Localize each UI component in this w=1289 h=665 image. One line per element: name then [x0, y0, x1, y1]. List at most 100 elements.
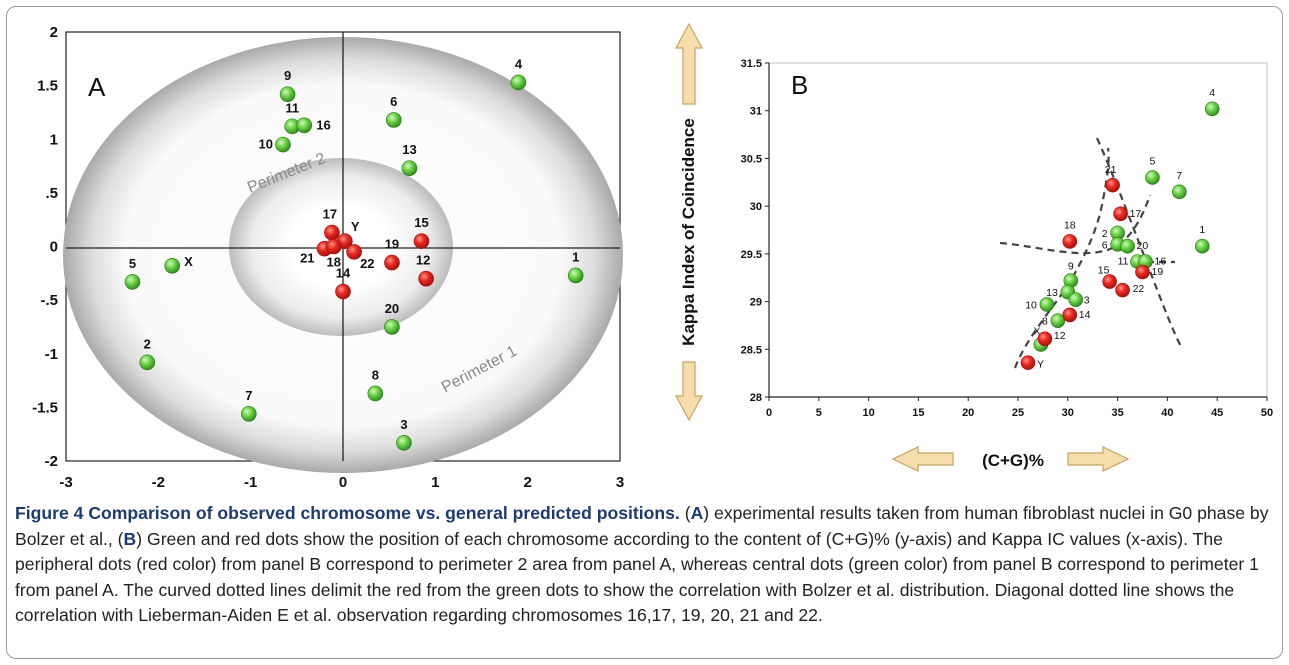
panel-a-point-red [418, 270, 434, 287]
panel-a-point-red [335, 283, 351, 300]
panel-b-point-label: 20 [1137, 240, 1149, 252]
panel-b-x-tick-label: 20 [962, 407, 974, 419]
panel-a-point-label: 22 [360, 256, 374, 271]
panel-a: A Perimeter 2 Perimeter 1 -3 -2 -1 0 1 2 3 21.… [32, 24, 624, 491]
panel-b-point-label: 8 [1042, 316, 1048, 328]
panel-a-point-label: 1 [572, 249, 579, 264]
panel-a-point-label: 10 [259, 137, 273, 152]
arrow-down-icon [674, 361, 704, 422]
panel-b-y-tick-label: 30 [750, 201, 762, 213]
panel-a-letter: A [88, 72, 106, 102]
panel-b-point-label: 14 [1079, 309, 1091, 321]
panel-b-x-tick-label: 50 [1261, 407, 1273, 419]
panel-a-y-tick-label: -2 [45, 453, 58, 470]
panel-b-y-tick-label: 31 [750, 106, 762, 118]
panel-a-point-label: X [184, 254, 193, 269]
panel-a-point-label: 5 [129, 256, 136, 271]
panel-b-point-label: 12 [1054, 330, 1066, 342]
arrow-left-icon [891, 446, 954, 472]
panel-a-point-green [401, 160, 418, 177]
panel-b-y-tick-label: 29 [750, 297, 762, 309]
panel-a-x-tick-label: 2 [523, 474, 531, 491]
panel-a-point-red [324, 224, 340, 241]
panel-a-point-label: 12 [416, 253, 430, 268]
panel-b-point-red [1037, 331, 1053, 347]
panel-b-point-red [1113, 206, 1128, 222]
panel-b-point-label: 18 [1064, 219, 1076, 231]
panel-a-point-label: 3 [400, 417, 407, 432]
panel-a-y-tick-label: 1.5 [37, 78, 58, 95]
panel-a-y-tick-label: -.5 [40, 292, 58, 309]
panel-a-point-red [325, 238, 342, 255]
panel-b-x-tick-label: 40 [1161, 407, 1173, 419]
panel-a-point-label: 20 [385, 301, 399, 316]
panel-b-point-label: 19 [1152, 266, 1164, 278]
panel-b-point-red [1105, 177, 1120, 193]
panel-a-y-tick-label: -1.5 [32, 399, 58, 416]
figure-frame [6, 6, 1283, 659]
panel-b-letter: B [791, 70, 808, 100]
panel-b-point-red [1135, 264, 1150, 280]
panel-b-y-tick-label: 30.5 [741, 153, 762, 165]
middle-dotted-curve [999, 194, 1152, 255]
panel-b-point-red [1115, 282, 1130, 298]
panel-b-x-tick-labels: 0 5 10 15 20 25 30 35 40 45 50 [766, 397, 1273, 419]
panel-b-x-tick-label: 10 [862, 407, 874, 419]
panel-b-point-green [1039, 297, 1055, 312]
panel-a-point-green [164, 258, 180, 274]
panel-a-point-label: 6 [390, 94, 397, 109]
panel-a-point-label: 13 [402, 142, 416, 157]
panel-b-point-label: 15 [1098, 265, 1110, 277]
panel-b-point-green [1120, 238, 1135, 254]
panel-a-point-green [139, 354, 156, 371]
caption-text-3: ) Green and red dots show the position o… [15, 528, 1259, 626]
caption-text-2: ) experimental results taken from human … [15, 503, 1269, 549]
panel-a-y-tick-labels: 21.51.50-.5-1-1.5-2 [32, 24, 58, 470]
panel-b-y-tick-label: 28 [750, 392, 762, 404]
panel-a-x-tick-label: -3 [59, 474, 72, 491]
panel-a-y-tick-label: -1 [45, 346, 58, 363]
caption-panel-b-ref: B [123, 528, 137, 549]
panel-b-x-tick-label: 5 [816, 407, 822, 419]
panel-b-y-tick-label: 29.5 [741, 249, 762, 261]
panel-a-point-green [396, 434, 412, 451]
panel-b-plot-frame [768, 62, 1268, 398]
panel-a-point-label: 2 [144, 336, 151, 351]
panel-b-point-green [1172, 184, 1187, 200]
panel-a-point-label: 15 [414, 215, 428, 230]
panel-b-y-tick-label: 31.5 [741, 58, 762, 70]
panel-a-point-green [385, 112, 402, 128]
panel-a-y-tick-label: 0 [50, 239, 58, 256]
panel-b-point-green [1145, 170, 1160, 185]
panel-a-point-green [279, 86, 296, 103]
panel-b-point-label: 13 [1046, 287, 1058, 299]
panel-a-y-tick-label: 2 [50, 24, 58, 41]
panel-a-x-tick-labels: -3 -2 -1 0 1 2 3 [59, 474, 624, 491]
panel-b-x-tick-label: 35 [1111, 407, 1123, 419]
panel-a-point-label: 11 [285, 100, 299, 115]
panel-b-point-label: 9 [1068, 261, 1074, 273]
panel-b-point-green [1050, 313, 1066, 328]
panel-a-point-green [124, 274, 141, 290]
panel-b-point-label: 22 [1133, 283, 1145, 295]
caption-title: Figure 4 Comparison of observed chromoso… [15, 503, 680, 523]
panel-a-point-label: 21 [300, 251, 314, 266]
panel-b: B 0 5 10 15 20 25 30 35 40 45 50 31.53130.53029.52… [674, 22, 1273, 472]
arrow-right-icon [1067, 446, 1130, 472]
panel-b-x-axis-label: (C+G)% [982, 451, 1044, 470]
panel-a-point-label: 14 [336, 266, 351, 281]
panel-b-y-tick-label: 28.5 [741, 344, 762, 356]
panel-b-point-label: 6 [1102, 239, 1108, 251]
panel-a-point-green [384, 319, 400, 335]
panel-b-point-label: Y [1037, 359, 1044, 371]
panel-a-point-label: 19 [385, 237, 399, 252]
panel-b-point-red [1020, 355, 1036, 370]
panel-b-y-tick-labels: 31.5 31 30.5 30 29.5 29 28.5 28 [741, 58, 769, 404]
panel-b-point-label: 2 [1102, 228, 1108, 240]
panel-a-x-tick-label: 0 [339, 474, 347, 491]
panel-b-point-label: X [1033, 326, 1040, 338]
arrow-up-icon [674, 22, 704, 105]
figure-charts: A Perimeter 2 Perimeter 1 -3 -2 -1 0 1 2 3 21.… [32, 22, 1273, 491]
panel-a-point-red [413, 233, 430, 249]
